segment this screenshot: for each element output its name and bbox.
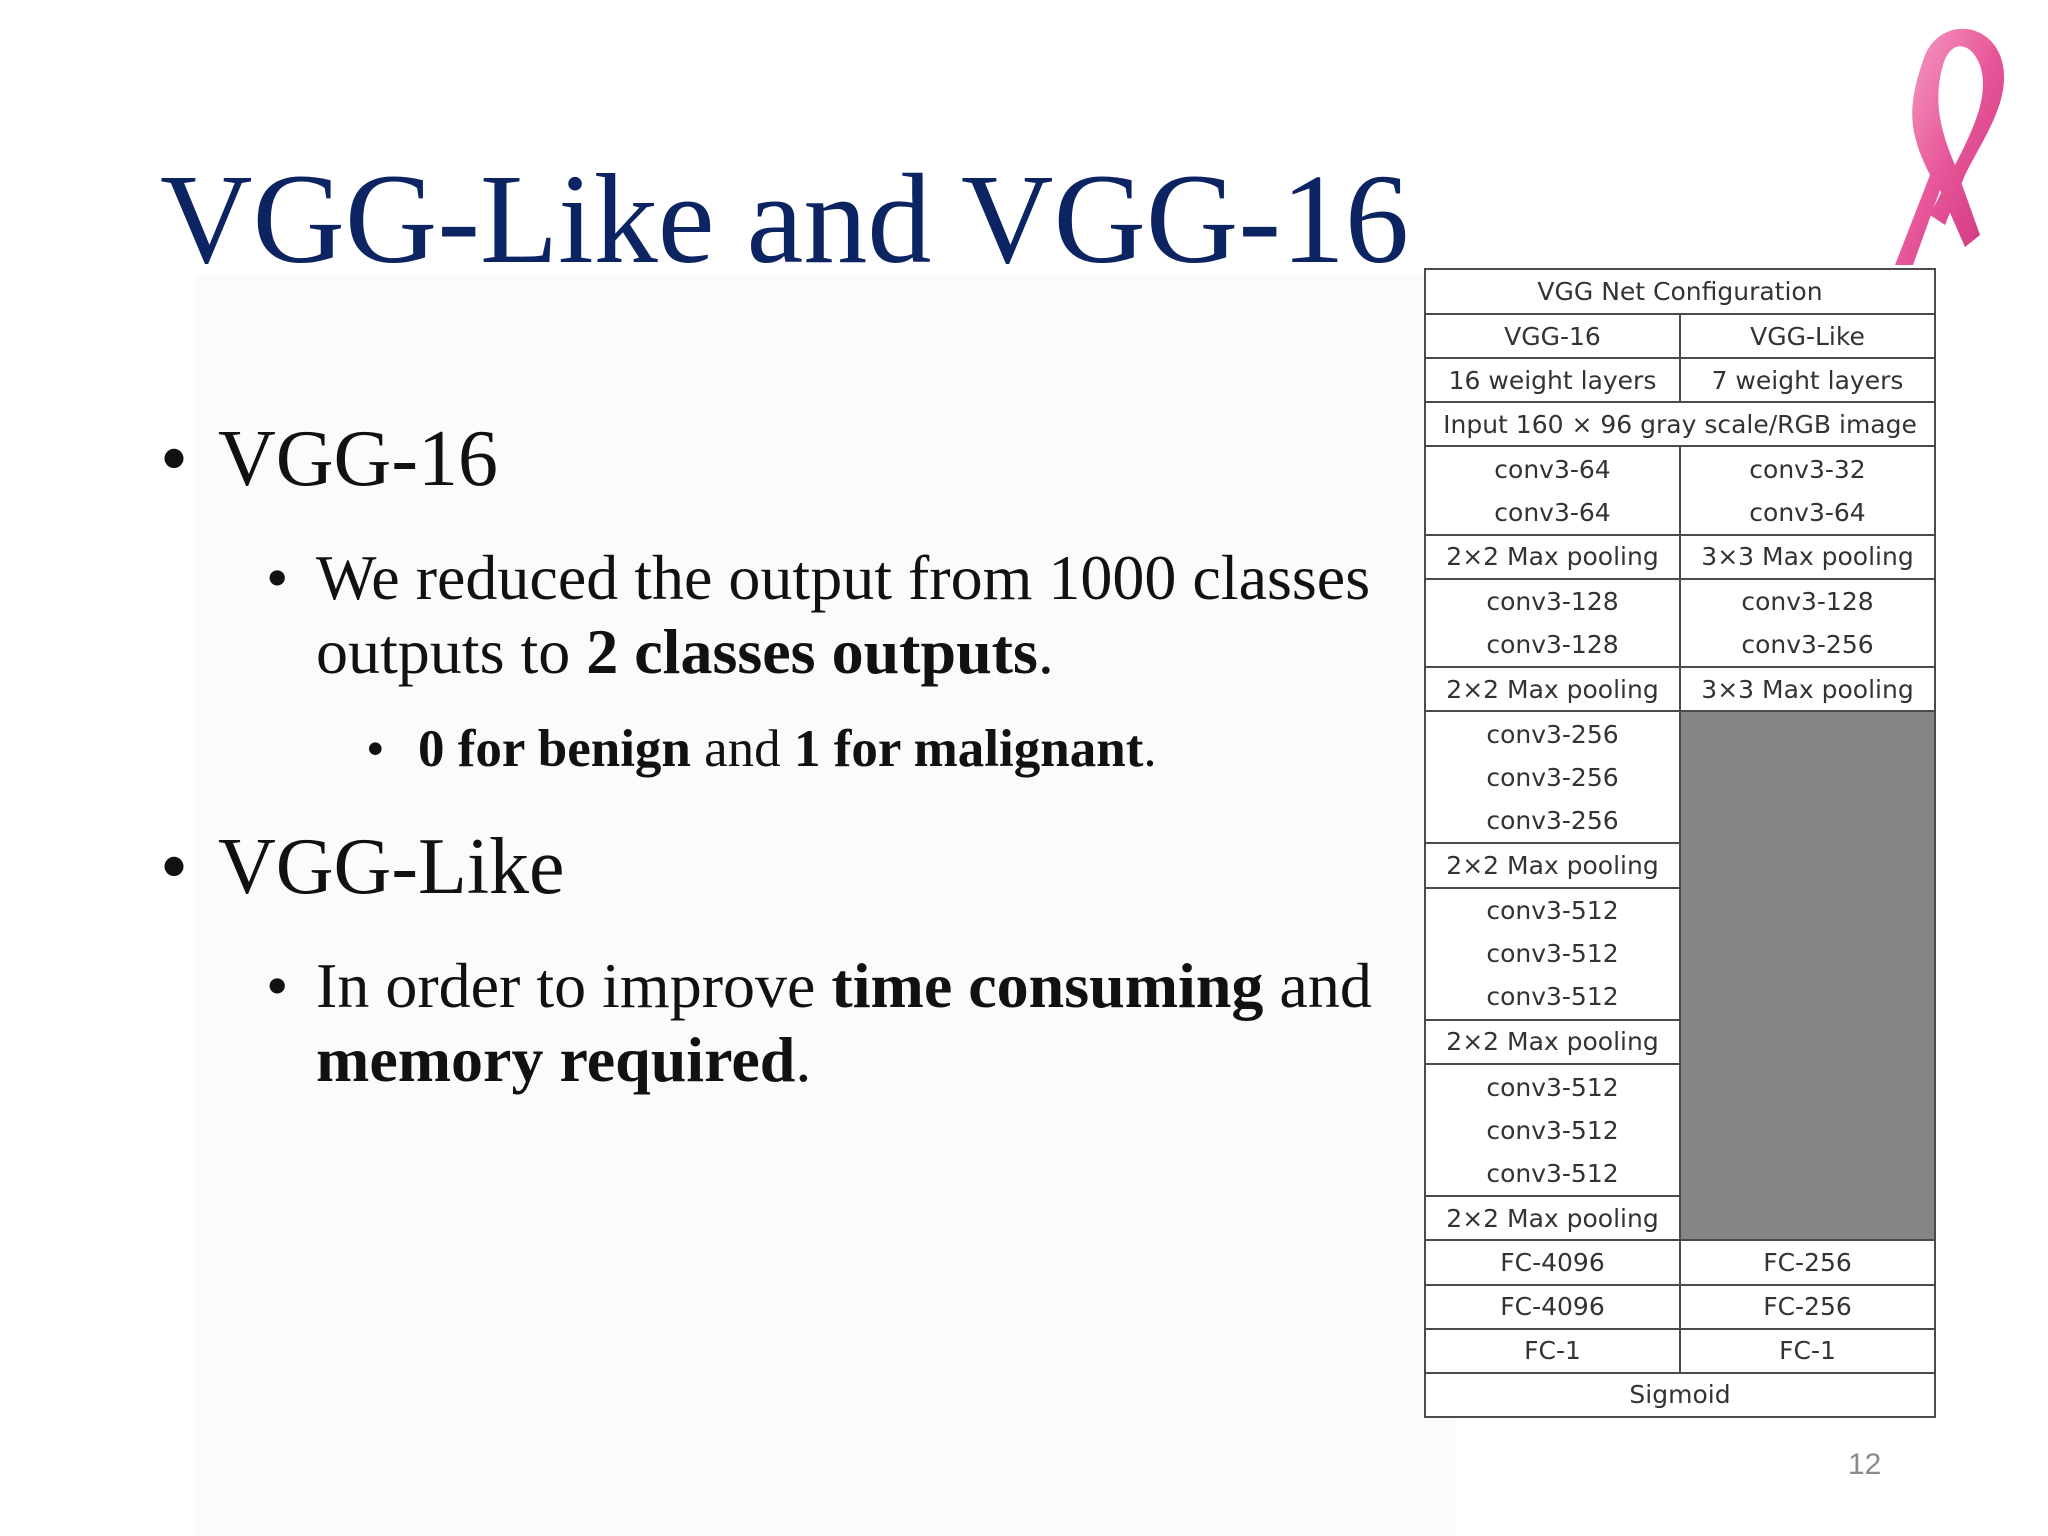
table-cell: conv3-512 [1486,896,1619,926]
improvement-suffix: . [795,1024,812,1095]
table-header: VGG Net Configuration [1424,267,1936,316]
vgg-like-pool1: 3×3 Max pooling [1679,533,1936,580]
table-cell: conv3-256 [1486,719,1619,749]
table-cell: conv3-512 [1486,982,1619,1012]
sub-sub-bullet-classes: • 0 for benign and 1 for malignant. [160,719,1390,779]
table-cell: conv3-32 [1749,454,1866,484]
vgg16-pool3: 2×2 Max pooling [1424,842,1681,889]
time-consuming-bold: time consuming [831,950,1264,1021]
content-background [195,275,1455,1536]
table-cell: conv3-128 [1486,629,1619,659]
vgg-like-layer-count: 7 weight layers [1679,357,1936,404]
table-cell: conv3-256 [1486,762,1619,792]
table-cell: conv3-512 [1486,1072,1619,1102]
classes-suffix: . [1143,720,1157,778]
bullet-vgg16-title: VGG-16 [218,415,498,503]
bullet-dot: • [160,415,189,503]
vgg16-fc2: FC-4096 [1424,1283,1681,1330]
bullet-dot: • [266,950,289,1021]
output-row: Sigmoid [1424,1371,1936,1419]
vgg16-block4: conv3-512 conv3-512 conv3-512 [1424,886,1681,1021]
vgg16-fc1: FC-4096 [1424,1239,1681,1286]
table-cell: conv3-256 [1741,629,1874,659]
bullet-dot: • [366,720,385,778]
bullet-vgg-like: • VGG-Like [160,823,1390,911]
table-cell: conv3-64 [1494,454,1611,484]
bullet-dot: • [266,542,289,613]
memory-required-bold: memory required [316,1024,796,1095]
vgg16-pool4: 2×2 Max pooling [1424,1018,1681,1066]
table-cell: conv3-512 [1486,1158,1619,1188]
table-cell: conv3-512 [1486,939,1619,969]
vgg16-fc3: FC-1 [1424,1327,1681,1374]
vgg16-block1: conv3-64 conv3-64 [1424,445,1681,536]
sub-bullet-output-reduction: • We reduced the output from 1000 classe… [160,541,1390,689]
input-row: Input 160 × 96 gray scale/RGB image [1424,401,1936,448]
table-cell: conv3-512 [1486,1115,1619,1145]
bullet-vgg-like-title: VGG-Like [218,823,565,911]
output-reduction-text: We reduced the output from 1000 classes … [316,542,1371,687]
output-reduction-suffix: . [1037,616,1054,687]
vgg16-block3: conv3-256 conv3-256 conv3-256 [1424,710,1681,845]
table-cell: conv3-128 [1741,586,1874,616]
vgg16-pool2: 2×2 Max pooling [1424,665,1681,713]
table-cell: conv3-256 [1486,805,1619,835]
vgg-config-table: VGG Net Configuration VGG-16 VGG-Like 16… [1424,267,1936,1419]
slide-title: VGG-Like and VGG-16 [160,148,1409,290]
vgg-like-fc2: FC-256 [1679,1283,1936,1330]
bullet-vgg16: • VGG-16 [160,415,1390,503]
pink-awareness-ribbon-icon [1895,28,2005,265]
classes-and: and [690,720,794,778]
malignant-label: 1 for malignant [793,720,1144,778]
table-cell: conv3-64 [1749,497,1866,527]
bullet-dot: • [160,823,189,911]
table-cell: conv3-128 [1486,586,1619,616]
vgg-like-fc3: FC-1 [1679,1327,1936,1374]
vgg-like-pool2: 3×3 Max pooling [1679,665,1936,713]
col-header-vgg-like: VGG-Like [1679,313,1936,360]
output-reduction-bold: 2 classes outputs [586,616,1038,687]
vgg16-pool1: 2×2 Max pooling [1424,533,1681,580]
vgg-like-fc1: FC-256 [1679,1239,1936,1286]
vgg16-pool5: 2×2 Max pooling [1424,1195,1681,1242]
page-number: 12 [1848,1448,1882,1481]
sub-bullet-improvement: • In order to improve time consuming and… [160,949,1390,1097]
vgg-like-block1: conv3-32 conv3-64 [1679,445,1936,536]
benign-label: 0 for benign [418,720,691,778]
vgg16-layer-count: 16 weight layers [1424,357,1681,404]
vgg-like-empty-region [1679,710,1936,1242]
table-cell: conv3-64 [1494,497,1611,527]
bullet-list: • VGG-16 • We reduced the output from 10… [160,415,1390,1097]
vgg16-block5: conv3-512 conv3-512 conv3-512 [1424,1062,1681,1198]
improvement-and: and [1263,950,1372,1021]
col-header-vgg16: VGG-16 [1424,313,1681,360]
vgg-like-block2: conv3-128 conv3-256 [1679,577,1936,668]
improvement-text: In order to improve [316,950,832,1021]
vgg16-block2: conv3-128 conv3-128 [1424,577,1681,668]
